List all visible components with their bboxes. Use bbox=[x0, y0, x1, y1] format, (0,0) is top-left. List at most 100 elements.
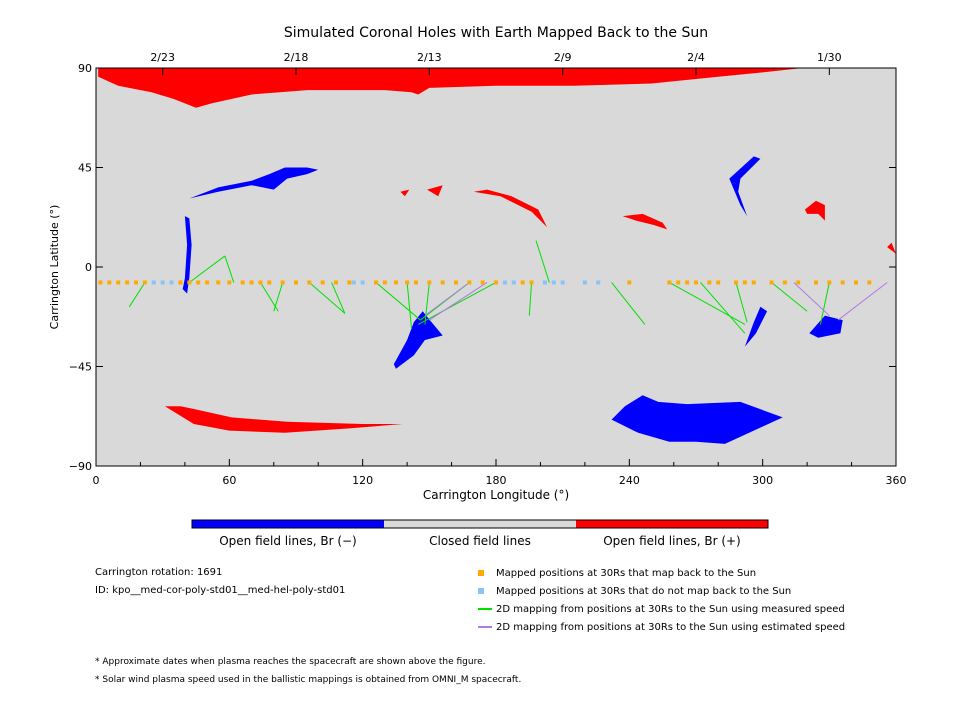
mapped-position-point bbox=[494, 280, 498, 285]
legend-measured-label: 2D mapping from positions at 30Rs to the… bbox=[496, 603, 845, 615]
mapped-position-point bbox=[480, 280, 485, 285]
unmapped-position-point bbox=[542, 280, 547, 285]
mapped-position-point bbox=[334, 280, 338, 285]
mapped-position-point bbox=[734, 280, 738, 285]
measured-mapping-line bbox=[331, 282, 346, 314]
mapped-position-point bbox=[142, 280, 147, 285]
mapped-position-point bbox=[716, 280, 721, 285]
mapped-position-point bbox=[854, 280, 858, 285]
measured-mapping-line bbox=[273, 282, 284, 312]
unmapped-position-point bbox=[360, 280, 365, 285]
coronal-hole-negative bbox=[744, 306, 768, 347]
mapped-position-point bbox=[676, 280, 681, 285]
mapped-position-point bbox=[280, 280, 285, 285]
date-tick-label: 2/4 bbox=[687, 51, 705, 64]
carrington-rotation: Carrington rotation: 1691 bbox=[95, 567, 223, 578]
measured-mapping-line bbox=[375, 282, 421, 321]
estimated-mapping-line bbox=[793, 282, 830, 317]
x-tick-label: 180 bbox=[486, 474, 507, 487]
footnote-dates: * Approximate dates when plasma reaches … bbox=[95, 657, 486, 667]
plot-background bbox=[96, 68, 896, 466]
colorbar-positive-label: Open field lines, Br (+) bbox=[603, 534, 741, 548]
colorbar-closed-label: Closed field lines bbox=[429, 534, 531, 548]
mapped-position-point bbox=[294, 280, 298, 285]
estimated-mapping-line bbox=[424, 282, 470, 317]
legend-unmapped: Mapped positions at 30Rs that do not map… bbox=[478, 584, 791, 598]
mapped-position-point bbox=[187, 280, 192, 285]
measured-mapping-line bbox=[669, 282, 746, 325]
estimated-mapping-line bbox=[837, 282, 888, 321]
x-tick-label: 240 bbox=[619, 474, 640, 487]
coronal-hole-positive bbox=[98, 68, 803, 108]
measured-mapping-line bbox=[417, 282, 497, 325]
mapped-position-point bbox=[267, 280, 272, 285]
mapped-position-point bbox=[205, 280, 210, 285]
mapped-position-point bbox=[414, 280, 418, 285]
coronal-hole-positive bbox=[400, 189, 410, 197]
coronal-hole-negative bbox=[393, 311, 443, 369]
mapped-position-point bbox=[742, 280, 747, 285]
mapped-position-point bbox=[249, 280, 254, 285]
date-tick-label: 2/23 bbox=[150, 51, 175, 64]
coronal-hole-positive bbox=[804, 200, 825, 221]
mapped-position-point bbox=[782, 280, 787, 285]
measured-mapping-line bbox=[309, 282, 346, 314]
mapped-position-point bbox=[827, 280, 832, 285]
measured-mapping-line bbox=[700, 282, 746, 334]
measured-mapping-line bbox=[735, 282, 748, 323]
coronal-hole-positive bbox=[473, 189, 548, 228]
x-axis-label: Carrington Longitude (°) bbox=[423, 488, 569, 502]
colorbar-closed bbox=[384, 520, 576, 528]
unmapped-position-point bbox=[582, 280, 587, 285]
x-tick-label: 360 bbox=[886, 474, 907, 487]
unmapped-position-point bbox=[502, 280, 507, 285]
measured-mapping-line bbox=[819, 282, 830, 325]
x-tick-label: 120 bbox=[352, 474, 373, 487]
mapped-position-point bbox=[116, 280, 121, 285]
legend-mapped: Mapped positions at 30Rs that map back t… bbox=[478, 566, 756, 580]
mapped-position-point bbox=[394, 280, 398, 285]
mapped-position-point bbox=[134, 280, 138, 285]
measured-mapping-line bbox=[528, 282, 533, 316]
unmapped-position-point bbox=[151, 280, 156, 285]
date-tick-label: 1/30 bbox=[817, 51, 842, 64]
mapped-position-point bbox=[196, 280, 201, 285]
legend-estimated: 2D mapping from positions at 30Rs to the… bbox=[478, 620, 845, 634]
legend-mapped-swatch bbox=[478, 570, 484, 576]
date-tick-label: 2/18 bbox=[284, 51, 309, 64]
measured-mapping-line bbox=[406, 282, 413, 329]
model-id: ID: kpo__med-cor-poly-std01__med-hel-pol… bbox=[95, 585, 346, 596]
coronal-hole-negative bbox=[182, 216, 192, 294]
mapped-position-point bbox=[667, 280, 672, 285]
mapped-position-point bbox=[467, 280, 472, 285]
mapped-position-point bbox=[814, 280, 818, 285]
mapped-position-point bbox=[707, 280, 712, 285]
measured-mapping-line bbox=[611, 282, 646, 325]
estimated-mapping-line bbox=[429, 282, 488, 321]
mapped-position-point bbox=[258, 280, 263, 285]
mapped-position-point bbox=[627, 280, 632, 285]
coronal-hole-negative bbox=[611, 395, 783, 444]
coronal-hole-positive bbox=[622, 213, 668, 230]
mapped-position-point bbox=[685, 280, 690, 285]
mapped-position-point bbox=[216, 280, 221, 285]
mapped-position-point bbox=[454, 280, 458, 285]
mapped-position-point bbox=[796, 280, 801, 285]
y-tick-label: −90 bbox=[69, 460, 92, 473]
measured-mapping-line bbox=[535, 240, 550, 283]
x-tick-label: 300 bbox=[752, 474, 773, 487]
coronal-hole-positive bbox=[164, 406, 403, 433]
mapped-position-point bbox=[98, 280, 103, 285]
y-tick-label: 0 bbox=[85, 261, 92, 274]
chart-title: Simulated Coronal Holes with Earth Mappe… bbox=[284, 25, 708, 41]
mapped-position-point bbox=[440, 280, 445, 285]
mapped-position-point bbox=[529, 280, 534, 285]
mapped-position-point bbox=[520, 280, 525, 285]
colorbar-negative bbox=[192, 520, 384, 528]
mapped-position-point bbox=[227, 280, 232, 285]
y-tick-label: 45 bbox=[78, 162, 92, 175]
legend-unmapped-swatch bbox=[478, 588, 484, 594]
unmapped-position-point bbox=[351, 280, 356, 285]
mapped-position-point bbox=[751, 280, 756, 285]
measured-mapping-line bbox=[189, 255, 226, 283]
